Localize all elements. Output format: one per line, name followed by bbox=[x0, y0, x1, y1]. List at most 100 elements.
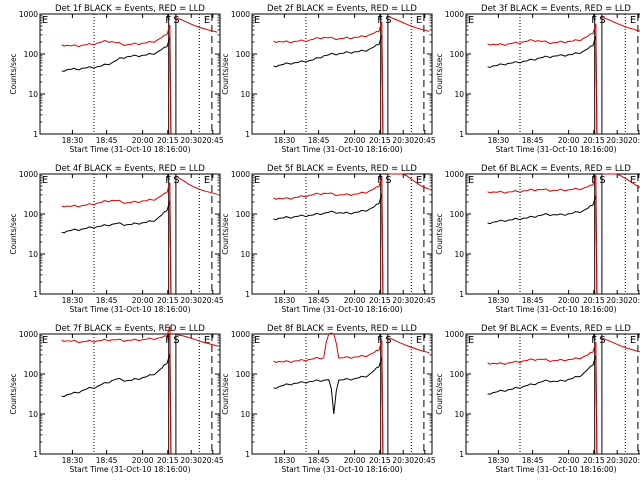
x-tick-label: 20:30 bbox=[180, 136, 202, 145]
event-marker-label: F bbox=[165, 175, 171, 186]
y-tick-label: 10 bbox=[454, 90, 464, 99]
y-tick-label: 100 bbox=[24, 370, 39, 379]
x-tick-label: 20:00 bbox=[344, 136, 366, 145]
event-marker-label: E bbox=[254, 175, 260, 186]
event-marker-label: E bbox=[416, 335, 422, 346]
y-tick-label: 100 bbox=[236, 210, 251, 219]
y-tick-label: 10 bbox=[28, 250, 38, 259]
series-spike bbox=[592, 342, 598, 455]
y-axis-label: Counts/sec bbox=[221, 53, 230, 94]
y-axis-label: Counts/sec bbox=[9, 213, 18, 254]
x-tick-label: 18:30 bbox=[488, 456, 510, 465]
event-marker-label: S bbox=[173, 335, 179, 346]
x-tick-label: 20:00 bbox=[132, 296, 154, 305]
x-tick-label: 18:45 bbox=[308, 296, 330, 305]
event-marker-label: F bbox=[165, 15, 171, 26]
y-axis-label: Counts/sec bbox=[435, 373, 444, 414]
y-tick-label: 1 bbox=[245, 130, 250, 139]
y-tick-label: 1000 bbox=[19, 10, 38, 19]
x-tick-label: 20:00 bbox=[558, 296, 580, 305]
y-tick-label: 1000 bbox=[231, 330, 250, 339]
x-axis-label: Start Time (31-Oct-10 18:16:00) bbox=[495, 465, 616, 474]
series-line-post bbox=[388, 173, 430, 190]
series-line bbox=[487, 45, 593, 69]
x-tick-label: 20:30 bbox=[392, 296, 414, 305]
series-line bbox=[61, 46, 167, 72]
x-axis-label: Start Time (31-Oct-10 18:16:00) bbox=[281, 145, 402, 154]
y-axis-label: Counts/sec bbox=[435, 213, 444, 254]
y-tick-label: 1000 bbox=[231, 10, 250, 19]
x-tick-label: 20:45 bbox=[202, 296, 224, 305]
y-tick-label: 1 bbox=[459, 450, 464, 459]
x-tick-label: 20:45 bbox=[202, 456, 224, 465]
y-tick-label: 1000 bbox=[445, 170, 464, 179]
x-tick-label: 20:30 bbox=[606, 456, 628, 465]
series-line-post bbox=[602, 173, 640, 188]
y-tick-label: 1 bbox=[245, 290, 250, 299]
plot-frame bbox=[465, 13, 640, 135]
x-tick-label: 20:30 bbox=[606, 296, 628, 305]
event-marker-label: S bbox=[385, 15, 391, 26]
y-tick-label: 10 bbox=[28, 410, 38, 419]
plot-frame bbox=[39, 13, 221, 135]
y-tick-label: 100 bbox=[24, 210, 39, 219]
x-tick-label: 20:30 bbox=[606, 136, 628, 145]
x-tick-label: 18:45 bbox=[522, 296, 544, 305]
y-tick-label: 10 bbox=[240, 410, 250, 419]
x-tick-label: 20:30 bbox=[180, 296, 202, 305]
plot-frame bbox=[465, 333, 640, 455]
x-tick-label: 18:30 bbox=[488, 136, 510, 145]
event-marker-label: S bbox=[599, 15, 605, 26]
series-line-post bbox=[176, 17, 218, 33]
chart-panel: Det 5f BLACK = Events, RED = LLD 1 10 100 10… bbox=[221, 164, 436, 314]
series-line bbox=[61, 192, 167, 208]
y-tick-label: 10 bbox=[454, 410, 464, 419]
y-axis-label: Counts/sec bbox=[435, 53, 444, 94]
chart-title: Det 3f BLACK = Events, RED = LLD bbox=[481, 4, 631, 14]
series-spike bbox=[166, 182, 172, 295]
y-tick-label: 1 bbox=[33, 290, 38, 299]
y-tick-label: 1 bbox=[459, 290, 464, 299]
chart-panel: Det 4f BLACK = Events, RED = LLD 1 10 100 10… bbox=[9, 164, 224, 314]
chart-panel: Det 9f BLACK = Events, RED = LLD 1 10 100 10… bbox=[435, 324, 640, 474]
series-spike bbox=[592, 175, 598, 295]
y-tick-label: 100 bbox=[450, 370, 465, 379]
event-marker-label: F bbox=[165, 335, 171, 346]
series-spike bbox=[378, 21, 384, 135]
series-line-post bbox=[176, 334, 218, 347]
x-tick-label: 18:45 bbox=[96, 136, 118, 145]
y-axis-label: Counts/sec bbox=[9, 53, 18, 94]
event-marker-label: E bbox=[630, 15, 636, 26]
x-tick-label: 20:15 bbox=[369, 456, 391, 465]
event-marker-label: E bbox=[254, 335, 260, 346]
y-tick-label: 1 bbox=[459, 130, 464, 139]
y-tick-label: 1000 bbox=[445, 330, 464, 339]
x-tick-label: 20:00 bbox=[344, 456, 366, 465]
plot-frame bbox=[465, 173, 640, 295]
event-marker-label: S bbox=[173, 15, 179, 26]
x-tick-label: 20:30 bbox=[392, 456, 414, 465]
chart-panel: Det 8f BLACK = Events, RED = LLD 1 10 100 10… bbox=[221, 324, 436, 474]
y-axis-label: Counts/sec bbox=[221, 213, 230, 254]
series-spike bbox=[166, 24, 172, 135]
event-marker-label: E bbox=[416, 15, 422, 26]
series-line bbox=[273, 203, 379, 221]
series-line bbox=[61, 210, 168, 234]
y-tick-label: 100 bbox=[236, 370, 251, 379]
event-marker-label: E bbox=[42, 15, 48, 26]
chart-panel: Det 7f BLACK = Events, RED = LLD 1 10 100 10… bbox=[9, 324, 224, 474]
x-tick-label: 20:15 bbox=[369, 296, 391, 305]
event-marker-label: E bbox=[204, 175, 210, 186]
x-tick-label: 20:45 bbox=[628, 296, 640, 305]
chart-title: Det 9f BLACK = Events, RED = LLD bbox=[481, 324, 631, 334]
event-marker-label: E bbox=[468, 335, 474, 346]
x-tick-label: 20:00 bbox=[558, 456, 580, 465]
x-tick-label: 18:45 bbox=[308, 136, 330, 145]
chart-panel: Det 1f BLACK = Events, RED = LLD 1 10 100 10… bbox=[9, 4, 224, 154]
x-tick-label: 20:00 bbox=[344, 296, 366, 305]
event-marker-label: S bbox=[599, 175, 605, 186]
event-marker-label: E bbox=[468, 15, 474, 26]
chart-title: Det 7f BLACK = Events, RED = LLD bbox=[55, 324, 205, 334]
series-line bbox=[273, 186, 379, 200]
x-tick-label: 20:30 bbox=[180, 456, 202, 465]
